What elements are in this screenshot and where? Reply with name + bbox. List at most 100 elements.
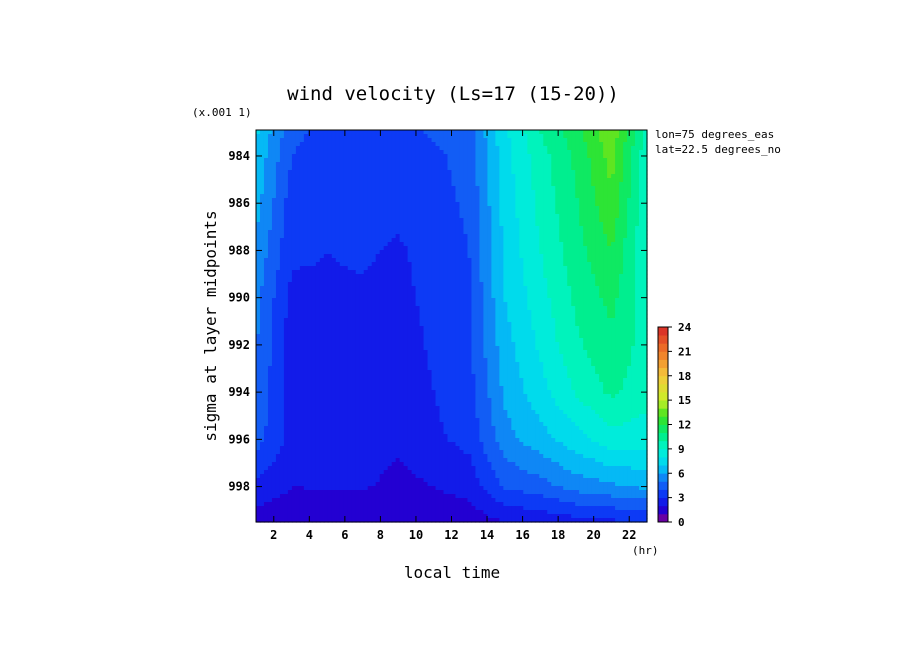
contour-cell	[339, 206, 345, 211]
contour-cell	[483, 262, 489, 267]
contour-cell	[403, 186, 409, 191]
contour-cell	[439, 222, 445, 227]
contour-cell	[455, 214, 461, 219]
contour-cell	[287, 214, 293, 219]
contour-cell	[579, 314, 584, 319]
contour-cell	[335, 150, 341, 155]
contour-cell	[327, 146, 333, 151]
contour-cell	[323, 206, 329, 211]
contour-cell	[355, 286, 361, 291]
contour-cell	[599, 250, 604, 255]
contour-cell	[631, 202, 636, 207]
contour-cell	[431, 262, 437, 267]
contour-cell	[435, 198, 441, 203]
contour-cell	[343, 250, 349, 255]
contour-cell	[543, 258, 548, 263]
contour-cell	[327, 154, 333, 159]
contour-cell	[631, 262, 636, 267]
contour-cell	[483, 190, 489, 195]
contour-cell	[547, 210, 552, 215]
contour-cell	[519, 174, 524, 179]
contour-cell	[407, 222, 413, 227]
contour-cell	[299, 234, 305, 239]
contour-cell	[575, 214, 580, 219]
contour-cell	[319, 162, 325, 167]
contour-cell	[519, 206, 524, 211]
contour-cell	[579, 238, 584, 243]
contour-cell	[339, 234, 345, 239]
contour-cell	[495, 266, 500, 271]
contour-cell	[431, 158, 437, 163]
contour-cell	[359, 194, 365, 199]
contour-cell	[271, 262, 277, 267]
contour-cell	[563, 298, 568, 303]
contour-cell	[567, 150, 572, 155]
contour-cell	[311, 270, 317, 275]
contour-cell	[559, 326, 564, 331]
contour-cell	[551, 230, 556, 235]
contour-cell	[523, 190, 528, 195]
contour-cell	[591, 166, 596, 171]
contour-cell	[259, 206, 265, 211]
contour-cell	[279, 238, 285, 243]
contour-cell	[483, 174, 489, 179]
contour-cell	[443, 214, 449, 219]
contour-cell	[387, 142, 393, 147]
contour-cell	[499, 314, 504, 319]
contour-cell	[303, 314, 309, 319]
contour-cell	[451, 174, 457, 179]
contour-cell	[283, 242, 289, 247]
contour-cell	[591, 142, 596, 147]
contour-cell	[463, 250, 469, 255]
contour-cell	[471, 294, 477, 299]
contour-cell	[519, 134, 524, 139]
contour-cell	[607, 286, 612, 291]
contour-cell	[319, 218, 325, 223]
contour-cell	[527, 234, 532, 239]
contour-cell	[467, 278, 473, 283]
contour-cell	[375, 270, 381, 275]
contour-cell	[627, 210, 632, 215]
contour-cell	[627, 202, 632, 207]
contour-cell	[555, 134, 560, 139]
contour-cell	[511, 190, 516, 195]
contour-cell	[543, 266, 548, 271]
contour-cell	[271, 182, 277, 187]
contour-cell	[391, 298, 397, 303]
contour-cell	[551, 246, 556, 251]
contour-cell	[347, 290, 353, 295]
contour-cell	[267, 162, 273, 167]
contour-cell	[583, 198, 588, 203]
contour-cell	[603, 134, 608, 139]
contour-cell	[491, 214, 496, 219]
contour-cell	[256, 178, 261, 183]
contour-cell	[495, 182, 500, 187]
contour-cell	[363, 302, 369, 307]
contour-cell	[315, 174, 321, 179]
contour-cell	[259, 290, 265, 295]
contour-cell	[583, 314, 588, 319]
contour-cell	[463, 142, 469, 147]
contour-cell	[427, 182, 433, 187]
contour-cell	[387, 182, 393, 187]
contour-cell	[615, 298, 620, 303]
contour-cell	[587, 182, 592, 187]
contour-cell	[535, 166, 540, 171]
contour-cell	[519, 218, 524, 223]
contour-cell	[259, 138, 265, 143]
contour-cell	[363, 230, 369, 235]
contour-cell	[475, 306, 481, 311]
contour-cell	[307, 202, 313, 207]
contour-cell	[607, 198, 612, 203]
contour-cell	[367, 198, 373, 203]
contour-cell	[539, 210, 544, 215]
contour-cell	[367, 314, 373, 319]
contour-cell	[627, 254, 632, 259]
contour-cell	[555, 178, 560, 183]
contour-cell	[507, 286, 512, 291]
contour-cell	[271, 282, 277, 287]
contour-cell	[399, 158, 405, 163]
contour-cell	[603, 242, 608, 247]
contour-cell	[271, 202, 277, 207]
contour-cell	[359, 290, 365, 295]
